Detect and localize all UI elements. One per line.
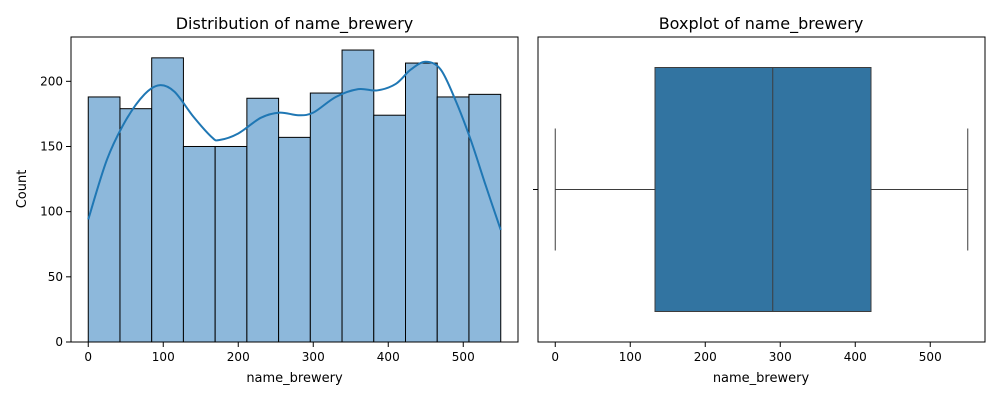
x-tick-label: 0: [84, 350, 92, 364]
histogram-bar: [341, 49, 375, 343]
kde-line: [87, 60, 502, 231]
histogram-bar: [436, 96, 470, 343]
histogram-x-ticks: 0 100 200 300 400 500: [84, 342, 475, 364]
x-tick-label: 300: [302, 350, 325, 364]
y-tick-label: 150: [40, 139, 63, 153]
histogram-y-axis-label: Count: [15, 170, 30, 209]
x-tick-label: 200: [694, 350, 717, 364]
x-tick-label: 100: [619, 350, 642, 364]
histogram-bar: [278, 136, 311, 343]
histogram-title: Distribution of name_brewery: [176, 14, 414, 34]
x-tick-label: 200: [227, 350, 250, 364]
histogram-bar: [373, 114, 406, 343]
x-tick-label: 300: [769, 350, 792, 364]
histogram-bar: [468, 93, 502, 343]
histogram-x-axis-label: name_brewery: [246, 371, 343, 386]
histogram-bar: [214, 145, 248, 343]
histogram-y-ticks: 0 50 100 150 200: [40, 74, 71, 349]
y-tick-label: 200: [40, 74, 63, 88]
histogram-bar: [87, 96, 121, 343]
boxplot-panel: Boxplot of name_brewery 0 100 200 300 400 500…: [533, 14, 986, 386]
histogram-bar: [151, 57, 184, 343]
histogram-bar: [405, 62, 438, 343]
boxplot-title: Boxplot of name_brewery: [659, 14, 864, 34]
x-tick-label: 500: [919, 350, 942, 364]
boxplot-x-axis-label: name_brewery: [713, 371, 810, 386]
x-tick-label: 400: [844, 350, 867, 364]
iqr-box: [654, 67, 872, 312]
histogram-panel: Distribution of name_brewery 0 100 200 300 4…: [15, 14, 519, 386]
boxplot-x-ticks: 0 100 200 300 400 500: [551, 342, 942, 364]
histogram-bars: [87, 49, 502, 343]
x-tick-label: 400: [377, 350, 400, 364]
y-tick-label: 0: [55, 335, 63, 349]
histogram-bar: [182, 145, 216, 343]
histogram-bar: [119, 108, 153, 343]
y-tick-label: 50: [48, 270, 63, 284]
x-tick-label: 100: [152, 350, 175, 364]
histogram-bar: [309, 92, 343, 343]
histogram-bar: [246, 97, 280, 343]
x-tick-label: 500: [452, 350, 475, 364]
y-tick-label: 100: [40, 205, 63, 219]
boxplot-elements: [554, 67, 969, 312]
x-tick-label: 0: [551, 350, 559, 364]
histogram-axes-frame: [70, 36, 519, 343]
